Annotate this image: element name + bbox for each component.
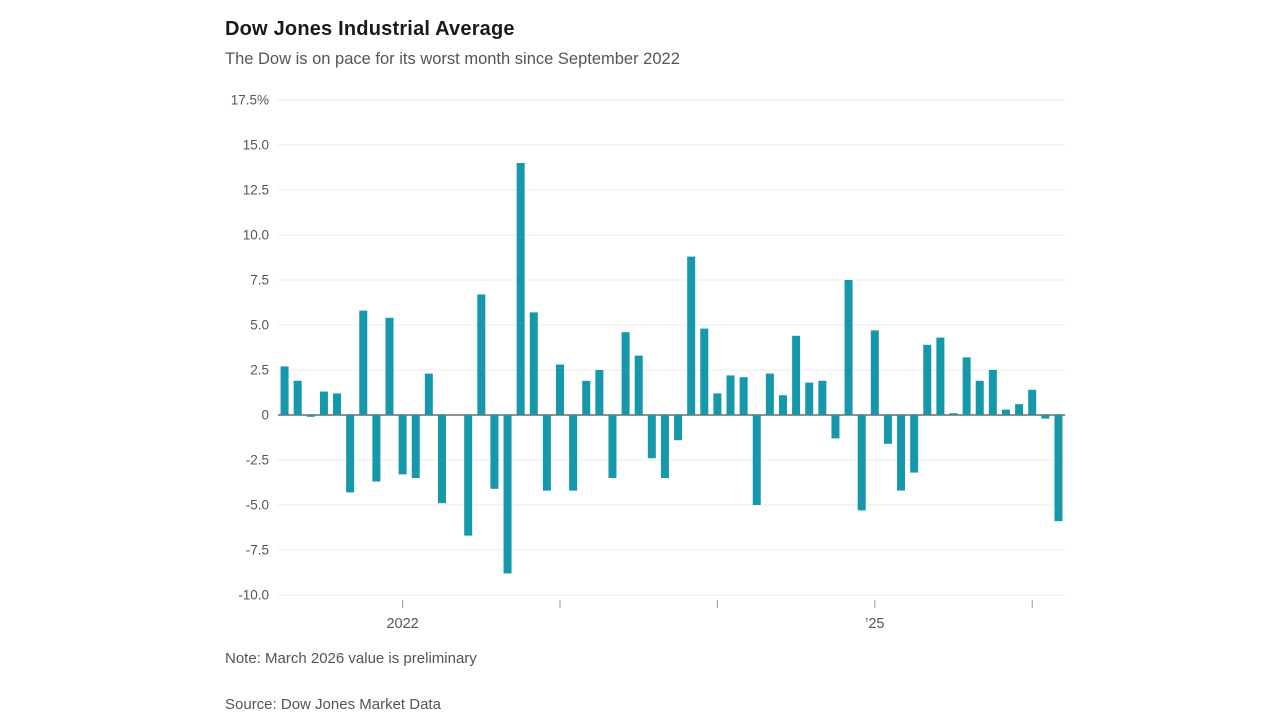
bar-aug-2025 xyxy=(962,357,971,415)
bar-may-2025 xyxy=(923,344,932,415)
bar-sep-2025 xyxy=(975,380,984,415)
bar-aug-2021 xyxy=(333,393,342,415)
dow-bar-chart: 17.5% 15.0 12.5 10.0 7.5 5.0 2.5 0 -2.5 -5.0 -7.5 -… xyxy=(231,93,1065,632)
chart-title: Dow Jones Industrial Average xyxy=(225,18,515,40)
y-axis-label: -5.0 xyxy=(246,498,269,513)
bar-jun-2023 xyxy=(621,332,630,415)
bar-jul-2022 xyxy=(477,294,486,415)
bar-sep-2023 xyxy=(660,415,669,478)
bar-apr-2022 xyxy=(437,415,446,504)
y-axis-label: 10.0 xyxy=(243,228,269,243)
bar-aug-2022 xyxy=(490,415,499,489)
bar-nov-2023 xyxy=(687,256,696,415)
bar-feb-2025 xyxy=(883,415,892,444)
x-axis-label: ’25 xyxy=(865,616,884,632)
bar-aug-2024 xyxy=(805,382,814,415)
bar-feb-2022 xyxy=(411,415,420,478)
bar-sep-2022 xyxy=(503,415,512,574)
bar-jul-2021 xyxy=(319,391,328,415)
chart-subtitle: The Dow is on pace for its worst month s… xyxy=(225,50,680,68)
bar-jul-2023 xyxy=(634,355,643,415)
bar-jan-2022 xyxy=(398,415,407,475)
bar-jun-2025 xyxy=(936,337,945,415)
bar-jan-2026 xyxy=(1028,389,1037,415)
bar-oct-2022 xyxy=(516,163,525,415)
bar-oct-2021 xyxy=(359,310,368,415)
bar-dec-2025 xyxy=(1015,404,1024,415)
bar-mar-2026 xyxy=(1054,415,1063,522)
bar-jan-2024 xyxy=(713,393,722,415)
bar-sep-2024 xyxy=(818,380,827,415)
bar-jan-2023 xyxy=(556,364,565,415)
bar-jun-2024 xyxy=(778,395,787,415)
chart-source: Source: Dow Jones Market Data xyxy=(225,696,441,713)
x-axis-label: 2022 xyxy=(386,616,418,632)
y-axis-label: 5.0 xyxy=(250,318,269,333)
y-axis-label: 15.0 xyxy=(243,138,269,153)
bar-nov-2024 xyxy=(844,280,853,415)
bar-dec-2021 xyxy=(385,317,394,415)
y-axis-label: 7.5 xyxy=(250,273,269,288)
y-axis-label: 0 xyxy=(261,408,269,423)
y-axis-label: -7.5 xyxy=(246,543,269,558)
bar-mar-2024 xyxy=(739,377,748,415)
bar-jun-2022 xyxy=(464,415,473,536)
y-axis-label: 12.5 xyxy=(243,183,269,198)
bar-apr-2023 xyxy=(595,370,604,415)
bar-apr-2021 xyxy=(280,366,289,415)
bar-mar-2023 xyxy=(582,380,591,415)
bar-mar-2022 xyxy=(424,373,433,415)
bar-feb-2026 xyxy=(1041,415,1050,419)
bar-may-2024 xyxy=(765,373,774,415)
bar-feb-2023 xyxy=(569,415,578,491)
y-axis-label: -10.0 xyxy=(238,588,269,603)
bar-may-2021 xyxy=(293,380,302,415)
y-axis-label: 2.5 xyxy=(250,363,269,378)
bar-dec-2024 xyxy=(857,415,866,511)
bar-may-2023 xyxy=(608,415,617,478)
bar-jun-2021 xyxy=(306,415,315,417)
chart-note: Note: March 2026 value is preliminary xyxy=(225,650,477,667)
bar-oct-2023 xyxy=(674,415,683,441)
bar-nov-2021 xyxy=(372,415,381,482)
bar-oct-2025 xyxy=(988,370,997,415)
bar-apr-2025 xyxy=(910,415,919,473)
bar-nov-2025 xyxy=(1001,409,1010,415)
bar-aug-2023 xyxy=(647,415,656,459)
bar-feb-2024 xyxy=(726,375,735,415)
bar-jul-2025 xyxy=(949,413,958,415)
chart-area: 17.5% 15.0 12.5 10.0 7.5 5.0 2.5 0 -2.5 -5.0 -7.5 -… xyxy=(225,88,1075,633)
bar-jul-2024 xyxy=(792,335,801,415)
bar-dec-2023 xyxy=(700,328,709,415)
bar-mar-2025 xyxy=(897,415,906,491)
bar-nov-2022 xyxy=(529,312,538,415)
bar-oct-2024 xyxy=(831,415,840,439)
y-axis-label: -2.5 xyxy=(246,453,269,468)
y-axis-label: 17.5% xyxy=(231,93,269,108)
bar-jan-2025 xyxy=(870,330,879,415)
bar-sep-2021 xyxy=(346,415,355,493)
bar-apr-2024 xyxy=(752,415,761,505)
bar-dec-2022 xyxy=(542,415,551,491)
